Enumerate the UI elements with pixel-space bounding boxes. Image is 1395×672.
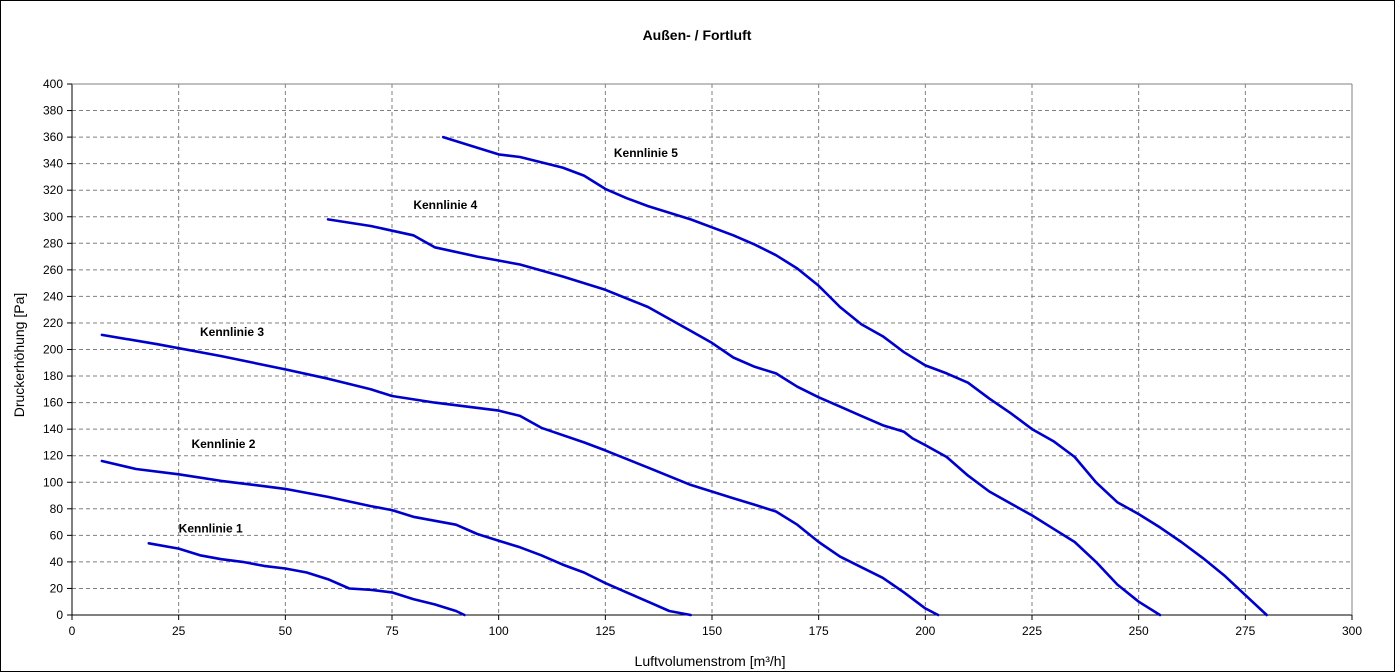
x-tick-label: 150 [702,624,722,638]
x-tick-label: 0 [69,624,76,638]
series-annotations: Kennlinie 1 Kennlinie 2 Kennlinie 3 Kennlin… [179,146,679,536]
series-line-2 [100,459,692,617]
y-tick-label: 60 [50,528,64,542]
series-annotation: Kennlinie 3 [200,325,264,339]
series-line-4 [326,218,1162,617]
series-annotation: Kennlinie 1 [179,522,243,536]
x-tick-label: 300 [1342,624,1362,638]
series-lines [100,135,1268,617]
y-tick-label: 320 [43,183,63,197]
x-tick-label: 75 [385,624,399,638]
y-tick-label: 0 [56,608,63,622]
y-tick-label: 340 [43,157,63,171]
series-annotation: Kennlinie 2 [191,437,255,451]
y-tick-label: 120 [43,449,63,463]
x-tick-label: 100 [489,624,509,638]
chart-title: Außen- / Fortluft [643,27,752,43]
y-tick-label: 40 [50,555,64,569]
series-annotation: Kennlinie 5 [614,146,678,160]
series-line-5 [441,135,1268,617]
x-axis-label: Luftvolumenstrom [m³/h] [635,653,786,669]
y-tick-label: 160 [43,396,63,410]
y-tick-label: 80 [50,502,64,516]
x-tick-label: 200 [915,624,935,638]
grid [72,83,1353,615]
y-tick-label: 260 [43,263,63,277]
y-tick-label: 200 [43,343,63,357]
x-tick-label: 275 [1235,624,1255,638]
y-tick-label: 360 [43,130,63,144]
x-tick-label: 25 [172,624,186,638]
y-tick-label: 220 [43,316,63,330]
y-tick-label: 280 [43,236,63,250]
y-axis-ticks: 0 20 40 60 80 100 120 140 160 180 200 220 240 260 280 3… [43,77,72,622]
y-tick-label: 100 [43,475,63,489]
y-tick-label: 380 [43,104,63,118]
y-axis-label: Druckerhöhung [Pa] [11,293,27,418]
x-tick-label: 50 [279,624,293,638]
y-tick-label: 300 [43,210,63,224]
y-tick-label: 240 [43,289,63,303]
x-tick-label: 225 [1022,624,1042,638]
y-tick-label: 20 [50,581,64,595]
y-tick-label: 400 [43,77,63,91]
x-axis-ticks: 0 25 50 75 100 125 150 175 200 225 250 275 300 [69,615,1362,638]
series-line-1 [147,542,466,617]
x-tick-label: 250 [1129,624,1149,638]
y-tick-label: 180 [43,369,63,383]
x-tick-label: 175 [809,624,829,638]
y-tick-label: 140 [43,422,63,436]
series-line-3 [100,333,940,617]
series-annotation: Kennlinie 4 [413,198,477,212]
x-tick-label: 125 [595,624,615,638]
